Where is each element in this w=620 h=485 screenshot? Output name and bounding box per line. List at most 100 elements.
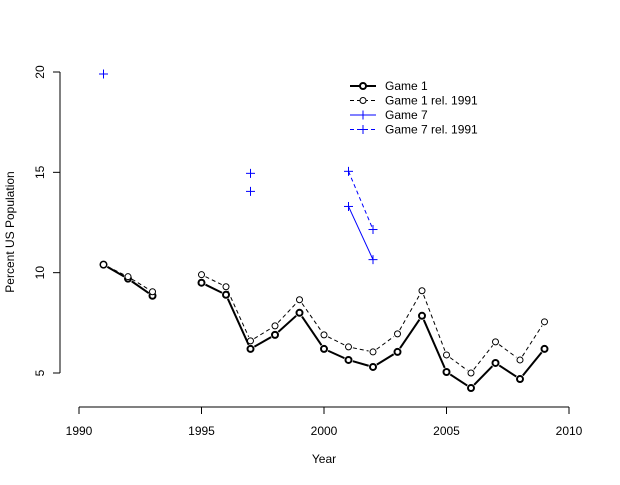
legend-marker — [358, 125, 368, 134]
series-segment — [107, 266, 125, 276]
data-point — [295, 308, 304, 317]
series-segment — [348, 206, 374, 260]
series-segment — [522, 325, 543, 357]
y-tick-label: 5 — [33, 369, 47, 376]
data-point — [393, 347, 402, 356]
series-segment — [376, 353, 395, 366]
series-segment — [399, 318, 421, 349]
data-point — [320, 344, 328, 353]
x-tick-label: 1995 — [188, 424, 215, 438]
series-segment — [277, 315, 297, 333]
data-point — [296, 296, 303, 304]
series-segment — [327, 349, 345, 360]
data-point — [246, 344, 255, 353]
legend-label: Game 7 rel. 1991 — [385, 123, 478, 137]
x-axis-label: Year — [312, 452, 336, 466]
legend-label: Game 1 rel. 1991 — [385, 94, 478, 108]
data-point — [344, 201, 353, 211]
legend-item: Game 7 rel. 1991 — [350, 123, 478, 137]
data-point — [271, 330, 279, 339]
legend-item: Game 1 rel. 1991 — [350, 94, 478, 108]
data-point — [369, 362, 377, 371]
series-segment — [498, 364, 517, 378]
series-game-7-rel-1991 — [99, 69, 378, 235]
data-point — [418, 287, 426, 295]
data-point — [246, 168, 255, 178]
data-point — [124, 273, 132, 281]
data-point — [149, 288, 156, 296]
legend-marker — [359, 82, 367, 90]
series-segment — [301, 315, 323, 346]
data-point — [222, 290, 230, 299]
series-segment — [473, 345, 494, 370]
data-point — [418, 311, 426, 320]
series-segment — [449, 357, 468, 371]
series-segment — [301, 303, 322, 332]
data-point — [443, 351, 450, 359]
data-point — [222, 283, 230, 291]
data-point — [516, 375, 524, 384]
legend-marker — [359, 97, 367, 104]
series-segment — [254, 327, 272, 339]
data-point — [394, 330, 401, 338]
data-point — [271, 322, 279, 330]
y-axis-label: Percent US Population — [3, 171, 17, 292]
data-point — [320, 331, 328, 339]
series-segment — [277, 302, 297, 323]
axes: 1990 1995 2000 2005 2010 5 10 15 20 — [33, 65, 583, 438]
series-segment — [227, 290, 250, 337]
series-game-1 — [99, 260, 549, 393]
data-point — [247, 337, 254, 345]
series-layer — [99, 69, 549, 393]
series-segment — [205, 283, 223, 294]
series-segment — [449, 373, 468, 387]
series-segment — [522, 351, 543, 377]
y-tick-label: 10 — [33, 266, 47, 280]
legend-label: Game 7 — [385, 108, 428, 122]
legend-label: Game 1 — [385, 79, 428, 93]
data-point — [344, 355, 353, 364]
legend-item: Game 1 — [350, 79, 428, 93]
data-point — [541, 318, 548, 326]
data-point — [368, 225, 378, 235]
series-segment — [352, 347, 369, 352]
y-tick-label: 15 — [33, 165, 47, 179]
data-point — [246, 186, 255, 196]
series-segment — [131, 278, 149, 290]
data-point — [369, 348, 377, 356]
series-segment — [226, 298, 250, 346]
data-point — [467, 384, 475, 393]
series-game-1-rel-1991 — [100, 261, 548, 377]
x-tick-label: 2000 — [311, 424, 338, 438]
x-tick-label: 1990 — [66, 424, 93, 438]
series-segment — [131, 280, 150, 294]
series-segment — [473, 365, 494, 386]
data-point — [492, 338, 499, 346]
series-segment — [348, 171, 374, 230]
data-point — [516, 356, 524, 364]
data-point — [491, 358, 500, 367]
series-segment — [376, 336, 395, 350]
x-tick-label: 2010 — [556, 424, 583, 438]
data-point — [100, 261, 107, 269]
data-point — [198, 271, 205, 279]
data-point — [540, 344, 549, 353]
data-point — [197, 278, 206, 287]
series-segment — [253, 336, 272, 348]
data-point — [467, 369, 475, 377]
series-segment — [498, 344, 517, 358]
data-point — [344, 166, 353, 176]
legend-marker — [358, 110, 368, 120]
series-game-7 — [99, 69, 378, 265]
data-point — [368, 255, 378, 265]
series-segment — [422, 319, 446, 369]
series-segment — [423, 294, 446, 351]
series-segment — [327, 336, 345, 346]
legend-item: Game 7 — [350, 108, 428, 122]
data-point — [442, 367, 451, 376]
x-tick-label: 2005 — [433, 424, 460, 438]
y-tick-label: 20 — [33, 65, 47, 79]
